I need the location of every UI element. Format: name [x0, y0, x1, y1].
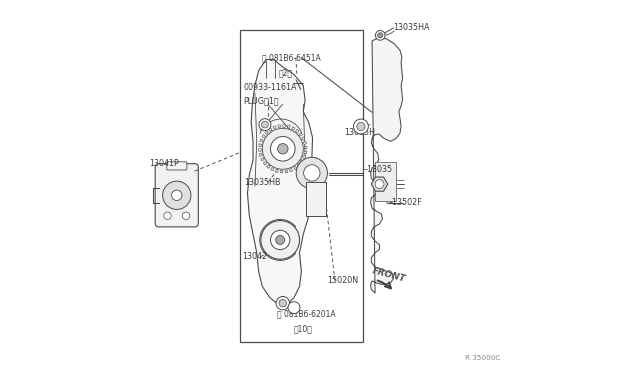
Text: FRONT: FRONT: [371, 266, 407, 283]
Polygon shape: [273, 126, 276, 129]
Polygon shape: [296, 129, 299, 133]
Circle shape: [271, 230, 290, 250]
Polygon shape: [269, 128, 272, 131]
Polygon shape: [303, 141, 307, 144]
Polygon shape: [262, 135, 266, 138]
Polygon shape: [259, 153, 262, 156]
Text: 00933-1161A: 00933-1161A: [244, 83, 297, 92]
Polygon shape: [285, 170, 288, 173]
Circle shape: [296, 157, 328, 189]
Polygon shape: [260, 158, 264, 161]
Text: 13035HA: 13035HA: [394, 23, 430, 32]
Text: 13035H: 13035H: [344, 128, 375, 137]
Polygon shape: [301, 137, 305, 140]
Text: –13502F: –13502F: [389, 198, 422, 207]
Polygon shape: [267, 165, 270, 169]
Circle shape: [357, 122, 365, 131]
Circle shape: [376, 31, 385, 40]
Circle shape: [276, 296, 289, 310]
Polygon shape: [278, 125, 280, 128]
FancyBboxPatch shape: [156, 164, 198, 227]
Circle shape: [276, 235, 285, 244]
Polygon shape: [371, 177, 388, 191]
Circle shape: [353, 119, 369, 134]
Text: PLUG（1）: PLUG（1）: [244, 96, 279, 105]
Text: 13035HB: 13035HB: [244, 178, 280, 187]
Text: Ⓢ 081B6-6451A: Ⓢ 081B6-6451A: [262, 53, 321, 62]
Circle shape: [288, 302, 300, 314]
Polygon shape: [304, 146, 307, 149]
Polygon shape: [292, 127, 295, 130]
Bar: [240, 30, 363, 342]
Text: 15020N: 15020N: [328, 276, 358, 285]
Polygon shape: [259, 144, 262, 147]
Polygon shape: [294, 166, 297, 170]
Circle shape: [278, 144, 288, 154]
Polygon shape: [259, 149, 261, 151]
Circle shape: [164, 212, 172, 219]
Polygon shape: [304, 151, 307, 154]
FancyBboxPatch shape: [167, 162, 187, 170]
Circle shape: [303, 165, 320, 181]
Circle shape: [375, 180, 384, 189]
Polygon shape: [260, 139, 263, 142]
Circle shape: [172, 190, 182, 201]
Circle shape: [279, 299, 287, 307]
Circle shape: [262, 121, 268, 128]
Text: R 35000C: R 35000C: [465, 355, 500, 361]
Polygon shape: [263, 161, 267, 165]
Polygon shape: [265, 131, 268, 134]
Text: （2）: （2）: [279, 68, 293, 77]
Polygon shape: [271, 167, 274, 171]
Polygon shape: [300, 160, 304, 163]
Bar: [375, 162, 396, 201]
Circle shape: [271, 137, 295, 161]
Polygon shape: [280, 170, 283, 173]
Text: 13041P: 13041P: [150, 159, 179, 168]
Circle shape: [163, 181, 191, 209]
Circle shape: [378, 33, 383, 38]
Text: –13035: –13035: [364, 165, 393, 174]
Circle shape: [261, 221, 300, 259]
Circle shape: [182, 212, 190, 219]
Polygon shape: [299, 133, 302, 136]
Polygon shape: [275, 169, 278, 173]
Polygon shape: [248, 60, 312, 305]
Polygon shape: [303, 155, 306, 158]
Bar: [306, 182, 326, 216]
Circle shape: [262, 128, 303, 169]
Text: （10）: （10）: [294, 325, 313, 334]
Text: Ⓢ 081B6-6201A: Ⓢ 081B6-6201A: [277, 310, 336, 319]
Polygon shape: [287, 125, 291, 128]
Circle shape: [259, 119, 271, 131]
Text: 13042: 13042: [242, 252, 267, 261]
Polygon shape: [371, 37, 403, 293]
Polygon shape: [283, 125, 285, 127]
Polygon shape: [297, 163, 301, 167]
Polygon shape: [289, 169, 292, 172]
